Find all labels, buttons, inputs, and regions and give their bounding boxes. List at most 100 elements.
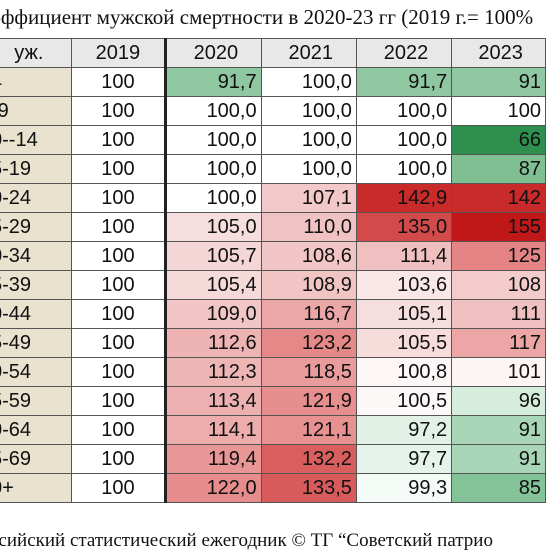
- value-cell-2023: 91: [451, 444, 546, 474]
- header-row: уж. 2019 2020 2021 2022 2023: [0, 38, 546, 68]
- age-group-cell: 0-64: [0, 415, 72, 445]
- value-cell-2023: 111: [451, 299, 546, 329]
- value-cell-2020: 114,1: [164, 415, 262, 445]
- value-cell-2022: 100,0: [355, 96, 453, 126]
- age-group-cell: 0+: [0, 473, 72, 503]
- value-cell-2022: 91,7: [355, 67, 453, 97]
- age-group-cell: 5-39: [0, 270, 72, 300]
- value-cell-2019: 100: [70, 154, 167, 184]
- value-cell-2022: 100,5: [355, 386, 453, 416]
- value-cell-2021: 107,1: [260, 183, 357, 213]
- mortality-table: уж. 2019 2020 2021 2022 2023 410091,7100…: [0, 38, 546, 503]
- value-cell-2019: 100: [70, 270, 167, 300]
- value-cell-2022: 105,5: [355, 328, 453, 358]
- year-header-2023: 2023: [451, 38, 546, 68]
- value-cell-2021: 100,0: [260, 154, 357, 184]
- value-cell-2022: 97,7: [355, 444, 453, 474]
- age-group-cell: 0-34: [0, 241, 72, 271]
- value-cell-2019: 100: [70, 67, 167, 97]
- value-cell-2020: 100,0: [164, 154, 262, 184]
- value-cell-2020: 119,4: [164, 444, 262, 474]
- value-cell-2021: 133,5: [260, 473, 357, 503]
- value-cell-2020: 100,0: [164, 125, 262, 155]
- table-title: эффициент мужской смертности в 2020-23 г…: [0, 5, 534, 29]
- age-group-cell: 5-29: [0, 212, 72, 242]
- value-cell-2023: 91: [451, 67, 546, 97]
- value-cell-2021: 121,1: [260, 415, 357, 445]
- value-cell-2023: 91: [451, 415, 546, 445]
- value-cell-2022: 97,2: [355, 415, 453, 445]
- value-cell-2021: 100,0: [260, 125, 357, 155]
- value-cell-2021: 108,6: [260, 241, 357, 271]
- value-cell-2021: 100,0: [260, 67, 357, 97]
- value-cell-2021: 118,5: [260, 357, 357, 387]
- age-group-cell: 5-19: [0, 154, 72, 184]
- value-cell-2020: 100,0: [164, 183, 262, 213]
- value-cell-2019: 100: [70, 241, 167, 271]
- source-footer: ссийский статистический ежегодник © ТГ “…: [0, 530, 493, 551]
- value-cell-2022: 103,6: [355, 270, 453, 300]
- value-cell-2020: 105,4: [164, 270, 262, 300]
- value-cell-2020: 122,0: [164, 473, 262, 503]
- value-cell-2022: 99,3: [355, 473, 453, 503]
- value-cell-2021: 132,2: [260, 444, 357, 474]
- value-cell-2020: 112,6: [164, 328, 262, 358]
- value-cell-2020: 91,7: [164, 67, 262, 97]
- year-header-2021: 2021: [260, 38, 357, 68]
- value-cell-2022: 100,0: [355, 125, 453, 155]
- value-cell-2022: 100,8: [355, 357, 453, 387]
- value-cell-2021: 123,2: [260, 328, 357, 358]
- year-header-2019: 2019: [70, 38, 167, 68]
- age-group-cell: 4: [0, 67, 72, 97]
- value-cell-2019: 100: [70, 212, 167, 242]
- value-cell-2019: 100: [70, 386, 167, 416]
- value-cell-2020: 105,7: [164, 241, 262, 271]
- age-column-header: уж.: [0, 38, 72, 68]
- age-group-cell: -9: [0, 96, 72, 126]
- value-cell-2019: 100: [70, 473, 167, 503]
- value-cell-2019: 100: [70, 299, 167, 329]
- value-cell-2020: 112,3: [164, 357, 262, 387]
- age-group-cell: 0-24: [0, 183, 72, 213]
- value-cell-2023: 85: [451, 473, 546, 503]
- value-cell-2019: 100: [70, 415, 167, 445]
- value-cell-2022: 111,4: [355, 241, 453, 271]
- value-cell-2021: 108,9: [260, 270, 357, 300]
- age-group-cell: 0-44: [0, 299, 72, 329]
- age-group-cell: 5-69: [0, 444, 72, 474]
- value-cell-2023: 155: [451, 212, 546, 242]
- value-cell-2021: 121,9: [260, 386, 357, 416]
- age-group-cell: 0--14: [0, 125, 72, 155]
- year-header-2020: 2020: [164, 38, 262, 68]
- age-group-cell: 5-59: [0, 386, 72, 416]
- value-cell-2021: 116,7: [260, 299, 357, 329]
- value-cell-2023: 87: [451, 154, 546, 184]
- value-cell-2023: 101: [451, 357, 546, 387]
- age-group-cell: 5-49: [0, 328, 72, 358]
- value-cell-2019: 100: [70, 328, 167, 358]
- value-cell-2019: 100: [70, 183, 167, 213]
- value-cell-2020: 105,0: [164, 212, 262, 242]
- value-cell-2021: 100,0: [260, 96, 357, 126]
- value-cell-2023: 125: [451, 241, 546, 271]
- value-cell-2020: 109,0: [164, 299, 262, 329]
- value-cell-2023: 142: [451, 183, 546, 213]
- value-cell-2021: 110,0: [260, 212, 357, 242]
- value-cell-2020: 113,4: [164, 386, 262, 416]
- value-cell-2023: 108: [451, 270, 546, 300]
- value-cell-2019: 100: [70, 125, 167, 155]
- value-cell-2020: 100,0: [164, 96, 262, 126]
- value-cell-2022: 105,1: [355, 299, 453, 329]
- value-cell-2023: 100: [451, 96, 546, 126]
